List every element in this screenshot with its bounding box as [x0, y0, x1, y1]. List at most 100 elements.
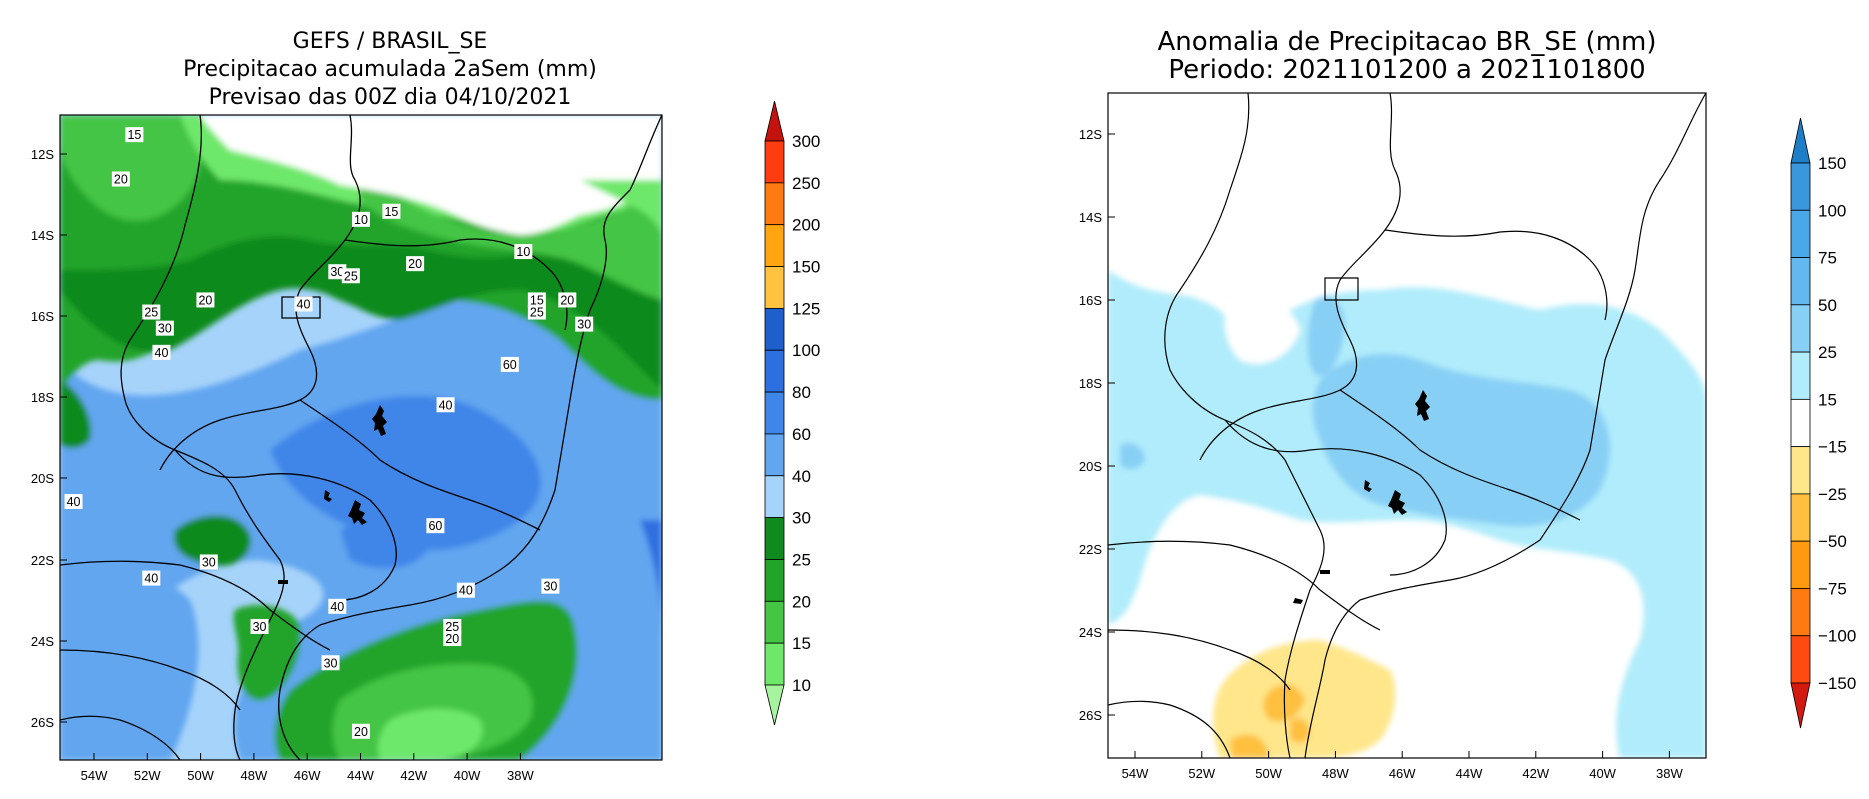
- colorbar-level-label: −50: [1818, 532, 1847, 551]
- colorbar-segment: [1790, 351, 1811, 400]
- contour-label-text: 15: [127, 128, 141, 142]
- contour-label: 40: [456, 582, 475, 598]
- contour-label-bg: [152, 344, 171, 360]
- contour-label-text: 40: [459, 584, 473, 598]
- contour-label: 15: [527, 292, 546, 308]
- contour-label: 20: [406, 256, 425, 272]
- contour-label-bg: [328, 264, 347, 280]
- colorbar-level-label: 15: [1818, 390, 1837, 409]
- colorbar-segment: [764, 559, 785, 602]
- colorbar-level-label: 150: [1818, 154, 1846, 173]
- lat-tick-label: 18S: [1079, 376, 1102, 391]
- left-title-line-2: Precipitacao acumulada 2aSem (mm): [183, 57, 597, 82]
- left-lon-axis: 54W 52W 50W 48W 46W 44W 42W 40W 38W: [81, 753, 534, 783]
- lat-tick-label: 22S: [31, 553, 54, 568]
- colorbar-level-label: 30: [792, 509, 811, 528]
- colorbar-segment: [1790, 304, 1811, 353]
- contour-label: 25: [443, 618, 462, 634]
- right-lon-axis: 54W 52W 50W 48W 46W 44W 42W 40W 38W: [1122, 751, 1683, 781]
- colorbar-segment: [1790, 540, 1811, 589]
- colorbar-segment: [1790, 257, 1811, 306]
- lat-tick-label: 12S: [1079, 127, 1102, 142]
- contour-label-bg: [558, 292, 577, 308]
- contour-label: 60: [426, 518, 445, 534]
- left-colorbar: 300 250 200 150 125 100 80 60 40 30 25 20 15 10: [764, 100, 820, 726]
- right-colorbar: 150 100 75 50 25 15 −15 −25 −50 −75 −100 −150: [1790, 117, 1856, 729]
- colorbar-segment: [764, 600, 785, 644]
- contour-label: 40: [436, 397, 455, 413]
- lat-tick-label: 14S: [1079, 210, 1102, 225]
- lon-tick-label: 52W: [134, 768, 161, 783]
- contour-label-text: 30: [202, 555, 216, 569]
- contour-label-bg: [196, 292, 215, 308]
- contour-label: 40: [64, 494, 83, 509]
- colorbar-bottom-arrow: [1790, 682, 1811, 729]
- colorbar-segment: [764, 517, 785, 560]
- contour-label-text: 20: [198, 293, 212, 307]
- contour-label: 20: [196, 292, 215, 308]
- colorbar-level-label: 15: [792, 634, 811, 653]
- contour-label-text: 10: [354, 213, 368, 227]
- lat-tick-label: 24S: [1079, 625, 1102, 640]
- lon-tick-label: 42W: [400, 768, 427, 783]
- contour-label-bg: [436, 397, 455, 413]
- contour-label: 30: [199, 554, 218, 570]
- colorbar-level-label: 40: [792, 467, 811, 486]
- contour-label-text: 30: [158, 322, 172, 336]
- colorbar-top-arrow: [764, 100, 785, 142]
- contour-label-bg: [406, 256, 425, 272]
- lat-tick-label: 24S: [31, 634, 54, 649]
- contour-label-text: 30: [324, 656, 338, 670]
- left-title-line-3: Previsao das 00Z dia 04/10/2021: [209, 85, 572, 110]
- contour-label-bg: [527, 304, 546, 320]
- contour-label-bg: [527, 292, 546, 308]
- lon-tick-label: 48W: [1322, 766, 1349, 781]
- lon-tick-label: 50W: [1255, 766, 1282, 781]
- colorbar-segment: [1790, 209, 1811, 258]
- contour-label-text: 60: [428, 519, 442, 533]
- contour-label-text: 40: [67, 495, 81, 509]
- contour-label-bg: [456, 582, 475, 598]
- colorbar-level-label: 100: [792, 341, 820, 360]
- lat-tick-label: 20S: [31, 471, 54, 486]
- colorbar-segment: [1790, 398, 1811, 448]
- contour-label-bg: [575, 316, 594, 332]
- contour-label: 10: [514, 244, 533, 260]
- contour-label-text: 60: [503, 358, 517, 372]
- right-title: Anomalia de Precipitacao BR_SE (mm) Peri…: [1158, 27, 1657, 85]
- contour-label-text: 15: [384, 205, 398, 219]
- lon-tick-label: 50W: [187, 768, 214, 783]
- contour-label-text: 20: [445, 632, 459, 646]
- colorbar-level-label: −25: [1818, 485, 1847, 504]
- colorbar-segment: [764, 475, 785, 519]
- colorbar-level-label: 20: [792, 592, 811, 611]
- contour-label: 30: [250, 618, 269, 634]
- contour-label-bg: [125, 127, 144, 143]
- colorbar-segment: [1790, 588, 1811, 637]
- colorbar-segment: [764, 140, 785, 184]
- contour-label: 30: [575, 316, 594, 332]
- lon-tick-label: 38W: [507, 768, 534, 783]
- left-title: GEFS / BRASIL_SE Precipitacao acumulada …: [183, 29, 597, 110]
- contour-label-text: 40: [155, 346, 169, 360]
- colorbar-segment: [764, 266, 785, 309]
- colorbar-segment: [764, 224, 785, 267]
- contour-label-text: 40: [330, 600, 344, 614]
- left-map-field: [60, 115, 662, 760]
- lon-tick-label: 48W: [241, 768, 268, 783]
- colorbar-level-label: −150: [1818, 674, 1856, 693]
- contour-label: 25: [142, 304, 161, 320]
- contour-label-text: 30: [577, 318, 591, 332]
- colorbar-level-label: 10: [792, 676, 811, 695]
- contour-label-bg: [199, 554, 218, 570]
- colorbar-segment: [1790, 635, 1811, 684]
- contour-label-text: 30: [330, 265, 344, 279]
- left-title-line-1: GEFS / BRASIL_SE: [293, 29, 488, 54]
- contour-label: 30: [541, 578, 560, 594]
- colorbar-level-label: 75: [1818, 249, 1837, 268]
- contour-label-bg: [341, 268, 360, 284]
- colorbar-segment: [1790, 446, 1811, 495]
- colorbar-level-label: 80: [792, 383, 811, 402]
- contour-label-text: 25: [530, 306, 544, 320]
